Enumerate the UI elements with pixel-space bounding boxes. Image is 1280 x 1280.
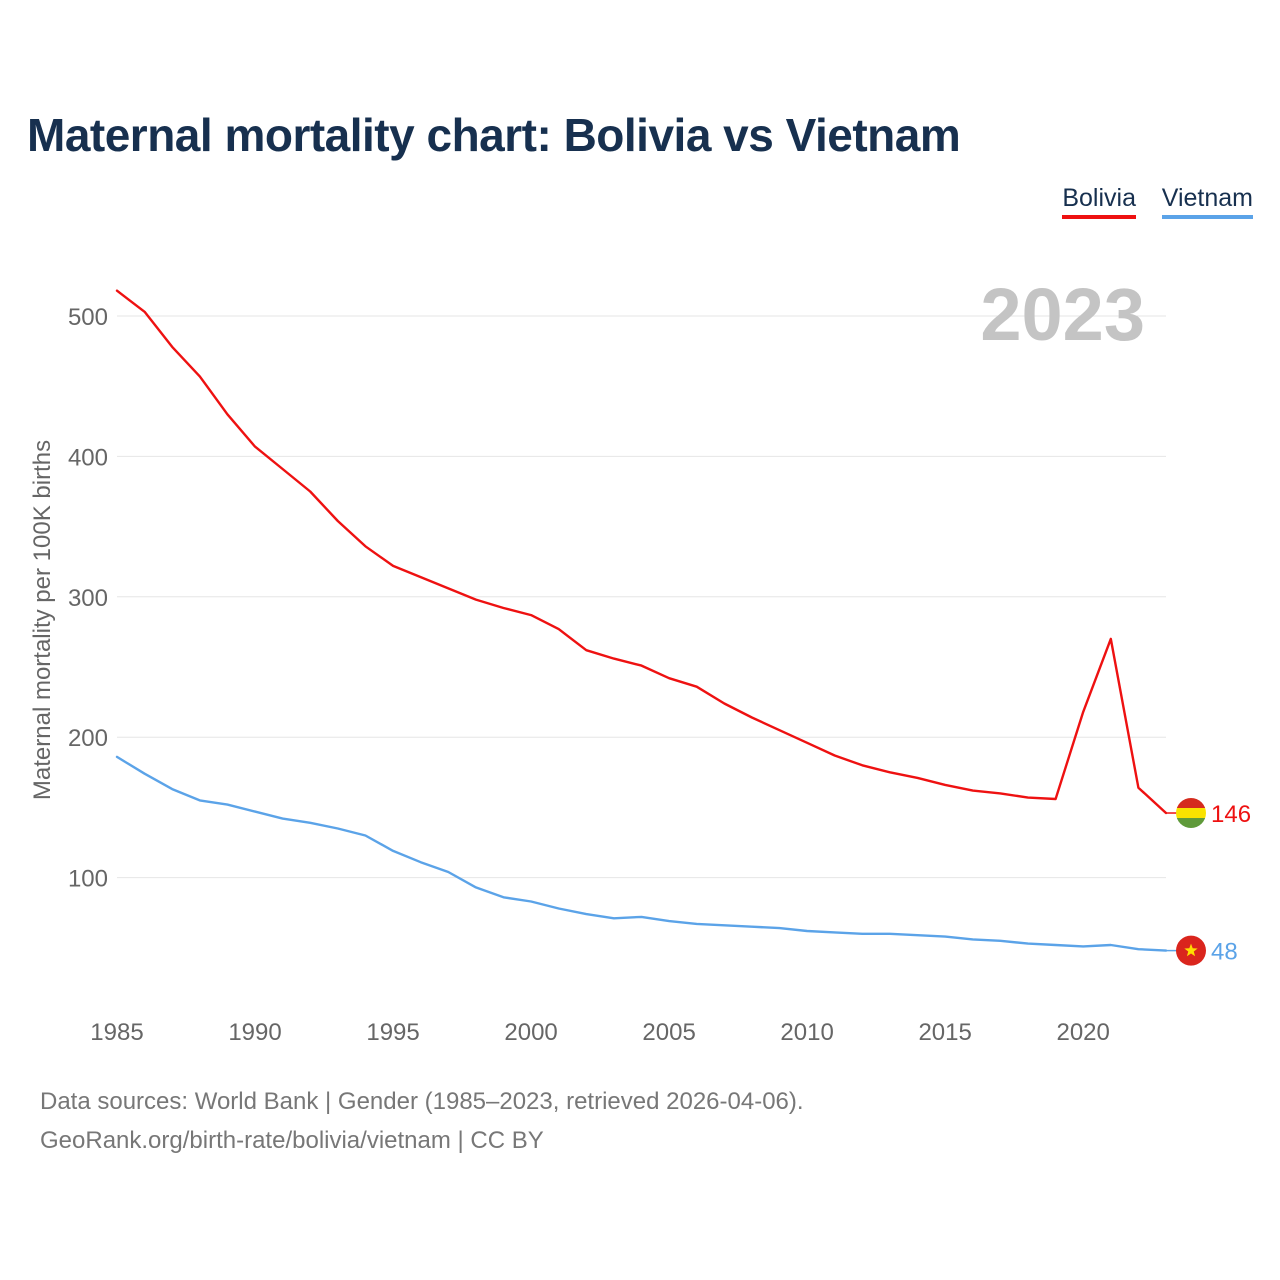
legend-label-bolivia: Bolivia	[1062, 184, 1136, 212]
series-line-vietnam	[115, 755, 1168, 952]
end-value-label-bolivia: 146	[1211, 801, 1251, 828]
y-tick-label-100: 100	[68, 866, 108, 893]
series-line-bolivia	[115, 289, 1168, 815]
vietnam-flag-icon	[1176, 935, 1206, 966]
bolivia-flag-icon	[1176, 798, 1206, 829]
y-tick-label-200: 200	[68, 725, 108, 752]
x-tick-label-2020: 2020	[1056, 1019, 1109, 1046]
y-axis-ticks: 100 200 300 400 500	[68, 304, 108, 893]
series-lines	[115, 289, 1168, 952]
end-value-label-vietnam: 48	[1211, 939, 1238, 966]
x-tick-label-2000: 2000	[504, 1019, 557, 1046]
x-tick-label-1990: 1990	[228, 1019, 281, 1046]
data-source-text: Data sources: World Bank | Gender (1985–…	[40, 1088, 804, 1115]
y-tick-label-500: 500	[68, 304, 108, 331]
legend-label-vietnam: Vietnam	[1161, 184, 1253, 212]
credit-link[interactable]: GeoRank.org/birth-rate/bolivia/vietnam |…	[40, 1127, 544, 1154]
year-watermark: 2023	[980, 273, 1145, 356]
legend-item-vietnam[interactable]: Vietnam	[1161, 184, 1253, 219]
x-axis-ticks: 1985 1990 1995 2000 2005 2010 2015 2020	[90, 1019, 1110, 1046]
y-tick-label-400: 400	[68, 444, 108, 471]
legend-swatch-vietnam	[1161, 215, 1253, 219]
x-tick-label-2005: 2005	[642, 1019, 695, 1046]
y-axis-label: Maternal mortality per 100K births	[29, 440, 56, 800]
x-tick-label-1985: 1985	[90, 1019, 143, 1046]
legend-swatch-bolivia	[1062, 215, 1136, 219]
vietnam-flag-star	[1184, 943, 1198, 957]
legend-item-bolivia[interactable]: Bolivia	[1062, 184, 1136, 219]
chart-title: Maternal mortality chart: Bolivia vs Vie…	[27, 109, 961, 161]
y-tick-label-300: 300	[68, 585, 108, 612]
end-markers: 146 48	[1166, 798, 1251, 966]
gridlines	[117, 315, 1166, 879]
line-chart: 2023 Maternal mortality per 100K births …	[29, 273, 1251, 1046]
x-tick-label-2015: 2015	[918, 1019, 971, 1046]
x-tick-label-2010: 2010	[780, 1019, 833, 1046]
x-tick-label-1995: 1995	[366, 1019, 419, 1046]
